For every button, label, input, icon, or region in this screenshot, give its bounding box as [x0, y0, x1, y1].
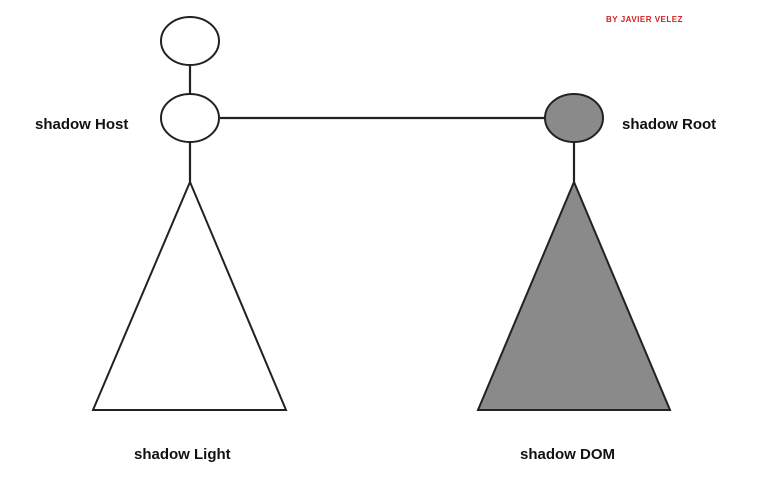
shadow-dom-label: shadow DOM: [520, 446, 616, 463]
shadow-dom-tree: [476, 179, 672, 411]
light-dom-tree: [91, 179, 288, 411]
shadow-host-node: [160, 93, 220, 143]
shadow-host-label: shadow Host: [35, 116, 129, 133]
shadow-light-label: shadow Light: [134, 446, 231, 463]
shadow-root-node: [544, 93, 604, 143]
shadow-root-label: shadow Root: [622, 116, 717, 133]
parent-node: [160, 16, 220, 66]
credit-text: BY JAVIER VELEZ: [606, 15, 683, 24]
